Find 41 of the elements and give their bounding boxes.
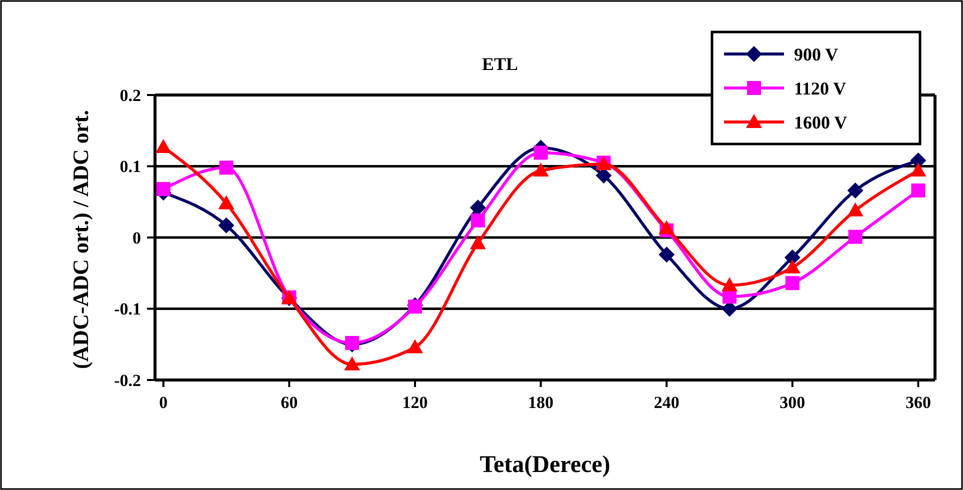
point <box>470 235 486 250</box>
point <box>218 195 234 210</box>
point <box>722 277 738 292</box>
point <box>534 146 548 160</box>
point <box>344 356 360 370</box>
point <box>658 246 675 263</box>
point <box>910 162 926 177</box>
chart-title: ETL <box>482 54 518 74</box>
y-tick-label: 0.1 <box>120 157 141 176</box>
point <box>470 213 485 228</box>
point <box>847 202 864 216</box>
point <box>658 220 675 234</box>
x-tick-label: 360 <box>905 393 931 412</box>
x-tick-label: 240 <box>654 393 680 412</box>
x-tick-label: 300 <box>780 393 806 412</box>
point <box>218 217 234 234</box>
y-tick-label: -0.2 <box>114 370 141 390</box>
y-tick-label: 0 <box>132 228 141 248</box>
legend-label: 900 V <box>794 44 838 64</box>
legend-label: 1600 V <box>794 112 848 132</box>
point <box>407 339 423 354</box>
point <box>155 139 172 154</box>
point <box>156 182 170 196</box>
x-axis-title: Teta(Derece) <box>480 452 610 478</box>
x-tick-label: 0 <box>159 393 168 412</box>
y-tick-label: 0.2 <box>120 86 141 105</box>
x-tick-label: 120 <box>402 393 428 412</box>
point <box>532 162 549 177</box>
x-tick-label: 60 <box>280 393 298 412</box>
y-tick-label: -0.1 <box>114 300 141 319</box>
point <box>408 300 422 314</box>
point <box>345 336 360 350</box>
point <box>847 182 864 198</box>
y-axis-title: (ADC-ADC ort.) / ADC ort. <box>68 110 93 370</box>
x-tick-label: 180 <box>528 393 554 412</box>
point <box>911 183 926 198</box>
point <box>219 160 234 175</box>
point <box>848 230 862 244</box>
point <box>785 276 800 290</box>
legend-label: 1120 V <box>794 78 846 98</box>
point <box>784 259 800 274</box>
